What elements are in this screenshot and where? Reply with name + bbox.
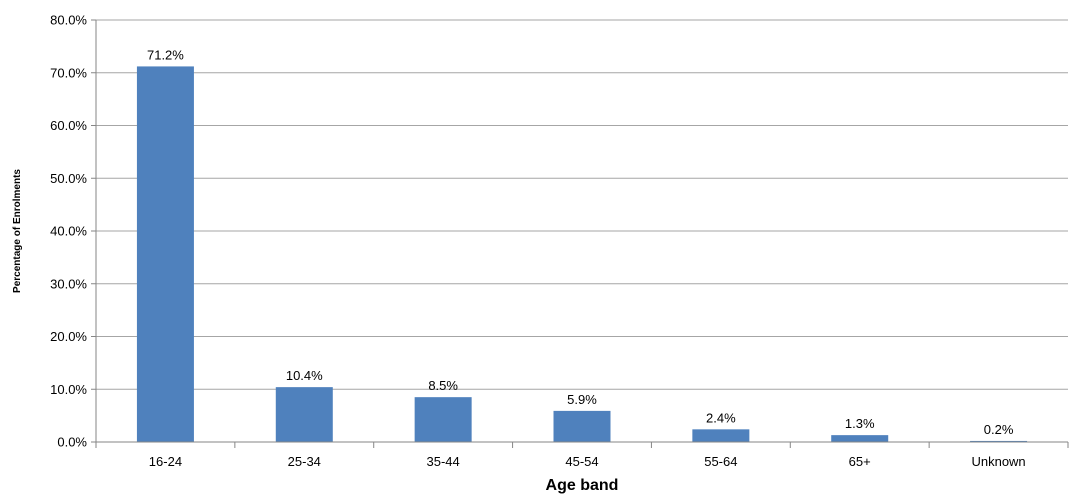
x-axis-tick-labels: 16-24 25-34 35-44 45-54 55-64 65+ Unknown	[96, 442, 1068, 469]
x-axis-title: Age band	[546, 477, 619, 494]
x-tick-label: 16-24	[149, 454, 182, 469]
data-label: 0.2%	[984, 422, 1014, 437]
y-tick-label: 30.0%	[50, 276, 87, 291]
bar	[554, 411, 611, 442]
y-axis-tick-labels: 0.0% 10.0% 20.0% 30.0% 40.0% 50.0% 60.0% 70.0% 8…	[50, 13, 96, 450]
data-label: 5.9%	[567, 392, 597, 407]
bar	[692, 429, 749, 442]
gridlines	[96, 20, 1068, 389]
bar	[831, 435, 888, 442]
bar	[137, 66, 194, 442]
data-label: 10.4%	[286, 368, 323, 383]
data-label: 71.2%	[147, 47, 184, 62]
bar	[415, 397, 472, 442]
x-tick-label: 65+	[849, 454, 871, 469]
y-tick-label: 80.0%	[50, 13, 87, 28]
y-tick-label: 0.0%	[57, 435, 87, 450]
y-tick-label: 40.0%	[50, 224, 87, 239]
data-label: 8.5%	[428, 378, 458, 393]
x-tick-label: 35-44	[427, 454, 460, 469]
x-tick-label: 45-54	[565, 454, 598, 469]
x-tick-label: Unknown	[971, 454, 1025, 469]
data-label: 2.4%	[706, 410, 736, 425]
data-label: 1.3%	[845, 416, 875, 431]
bar	[276, 387, 333, 442]
y-tick-label: 20.0%	[50, 329, 87, 344]
y-tick-label: 10.0%	[50, 382, 87, 397]
x-tick-label: 25-34	[288, 454, 321, 469]
y-tick-label: 60.0%	[50, 118, 87, 133]
y-tick-label: 50.0%	[50, 171, 87, 186]
y-tick-label: 70.0%	[50, 65, 87, 80]
bars	[137, 66, 1027, 442]
x-tick-label: 55-64	[704, 454, 737, 469]
y-axis-title: Percentage of Enrolments	[12, 169, 23, 293]
data-labels: 71.2% 10.4% 8.5% 5.9% 2.4% 1.3% 0.2%	[147, 47, 1014, 437]
